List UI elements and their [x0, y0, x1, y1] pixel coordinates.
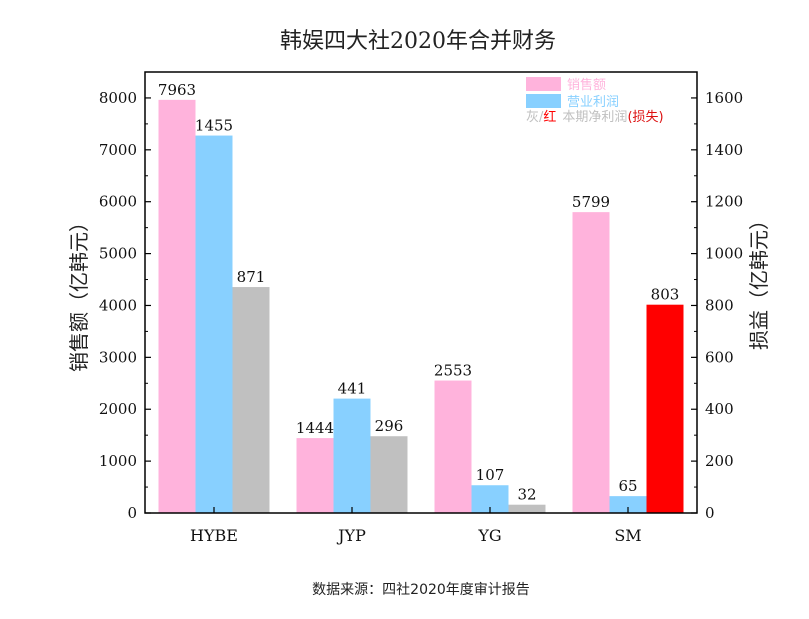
- value-label: 803: [651, 286, 680, 304]
- bar-2-hybe: [232, 287, 270, 513]
- bar-0-yg: [434, 380, 472, 513]
- value-labels-layer: 7963 1455 871 HYBE 1444 441 296 JYP 2553 107 32 YG 5…: [158, 81, 679, 545]
- y-left-tick-label: 2000: [99, 400, 137, 418]
- y-right-tick-label: 600: [705, 348, 734, 366]
- bar-2-jyp: [370, 436, 408, 513]
- y-axis-left-label: 销售额（亿韩元）: [67, 212, 91, 372]
- y-left-tick-label: 5000: [99, 245, 137, 263]
- legend-swatch-sales: [526, 77, 561, 91]
- bar-2-yg: [508, 504, 546, 513]
- legend-swatch-operating-profit: [526, 94, 561, 108]
- value-label: 2553: [434, 362, 472, 380]
- source-note: 数据来源：四社2020年度审计报告: [312, 582, 530, 598]
- y-left-tick-label: 7000: [99, 141, 137, 159]
- value-label: 7963: [158, 81, 196, 99]
- y-left-tick-label: 6000: [99, 193, 137, 211]
- value-label: 5799: [572, 193, 610, 211]
- chart-title: 韩娱四大社2020年合并财务: [280, 29, 556, 54]
- bar-1-sm: [609, 496, 647, 513]
- legend-label-sales: 销售额: [567, 77, 606, 93]
- y-right-tick-label: 800: [705, 296, 734, 314]
- legend-note-gray: 灰: [526, 110, 539, 125]
- bars-layer: [158, 99, 684, 514]
- y-right-tick-label: 0: [705, 504, 715, 522]
- y-left-tick-label: 4000: [99, 296, 137, 314]
- value-label: 1455: [195, 117, 233, 135]
- bar-0-jyp: [296, 438, 334, 513]
- bar-2-sm: [646, 304, 684, 513]
- y-right-tick-label: 1400: [705, 141, 743, 159]
- axes-layer: 0 1000 2000 3000 4000 5000 6000 7000 8000 0 200 400…: [99, 71, 743, 522]
- value-label: 107: [476, 466, 505, 484]
- value-label: 871: [237, 268, 266, 286]
- y-left-tick-label: 0: [127, 504, 137, 522]
- x-tick-label: YG: [477, 526, 501, 545]
- legend-net-profit-note: 灰/红 本期净利润(损失): [526, 109, 664, 125]
- y-left-tick-label: 8000: [99, 89, 137, 107]
- value-label: 296: [375, 417, 404, 435]
- x-tick-label: HYBE: [190, 526, 238, 545]
- y-left-tick-label: 1000: [99, 452, 137, 470]
- value-label: 65: [618, 477, 637, 495]
- y-left-tick-label: 3000: [99, 348, 137, 366]
- bar-0-hybe: [158, 99, 196, 513]
- bar-1-jyp: [333, 398, 371, 513]
- value-label: 441: [338, 380, 367, 398]
- legend-label-operating-profit: 营业利润: [567, 95, 619, 110]
- y-right-tick-label: 1600: [705, 89, 743, 107]
- legend-note-text: 本期净利润: [562, 110, 627, 125]
- bar-0-sm: [572, 212, 610, 514]
- y-right-tick-label: 400: [705, 400, 734, 418]
- plot-frame: [144, 71, 698, 514]
- value-label: 32: [517, 486, 536, 504]
- legend-note-slash: /: [539, 110, 544, 125]
- y-right-tick-label: 1200: [705, 193, 743, 211]
- y-right-tick-label: 200: [705, 452, 734, 470]
- x-tick-label: JYP: [336, 526, 366, 545]
- bar-1-hybe: [195, 135, 233, 513]
- value-label: 1444: [296, 419, 334, 437]
- y-right-tick-label: 1000: [705, 245, 743, 263]
- legend-note-red: 红: [543, 109, 556, 125]
- x-tick-label: SM: [614, 526, 641, 545]
- y-axis-right-label: 损益（亿韩元）: [747, 210, 771, 350]
- legend-note-loss: (损失): [627, 110, 663, 125]
